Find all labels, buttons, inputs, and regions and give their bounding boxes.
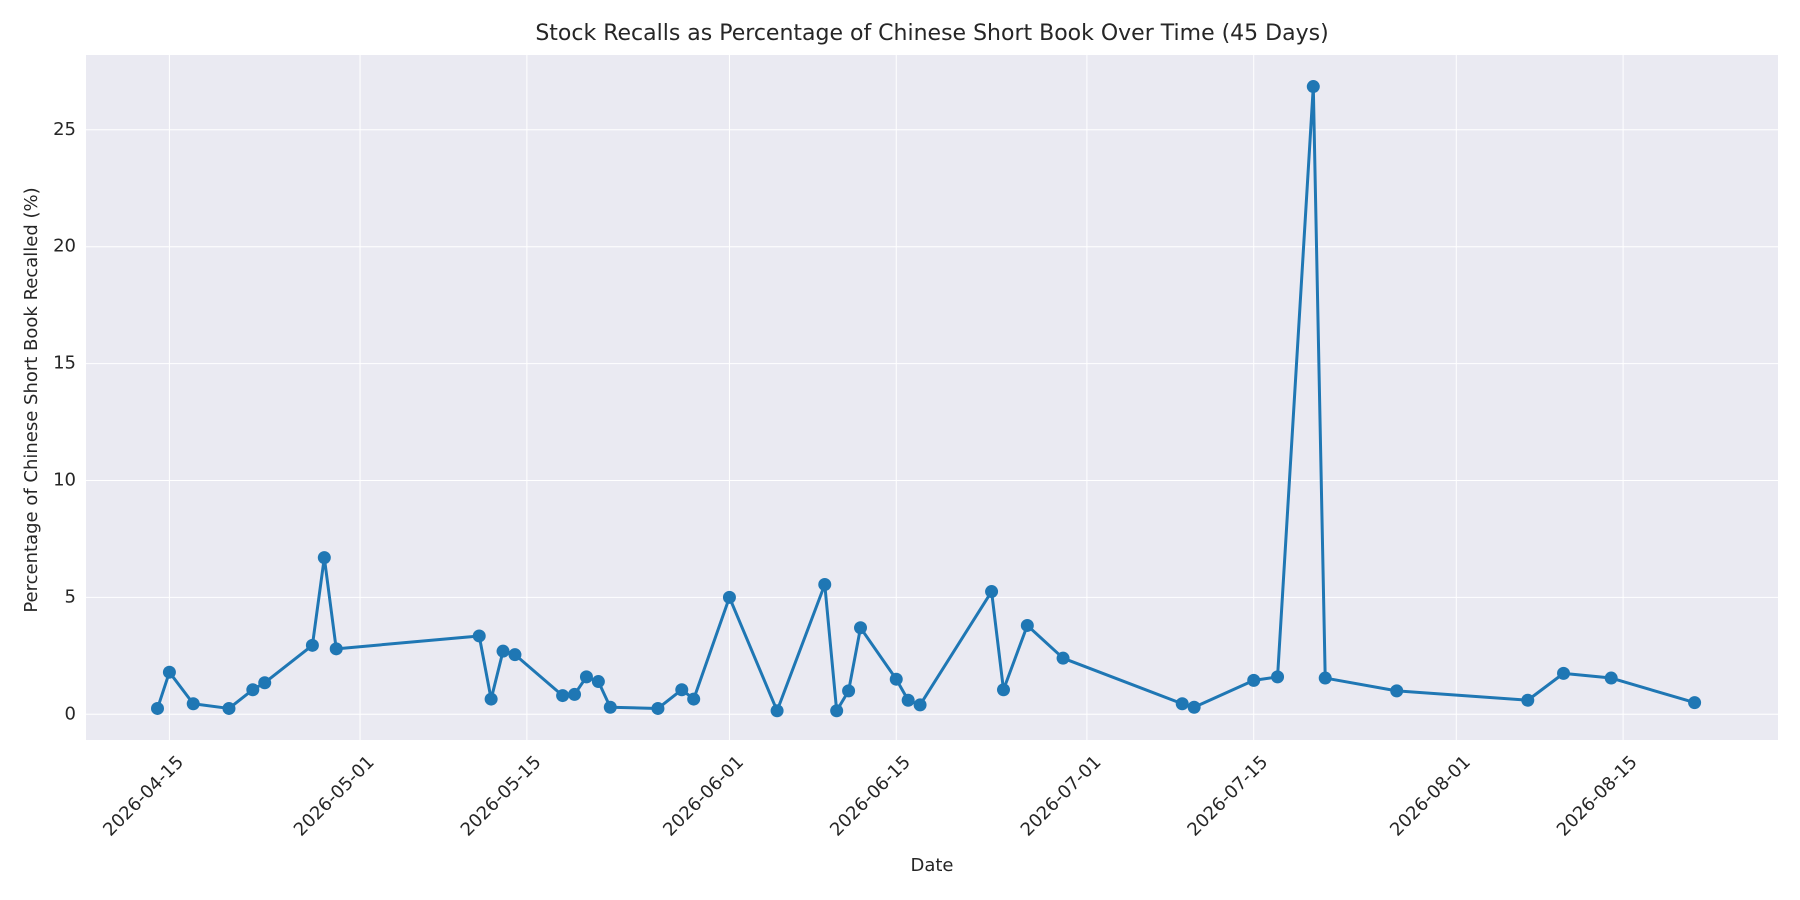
x-tick-label: 2026-08-01 [1386,752,1475,841]
y-tick-label: 10 [53,469,76,490]
x-tick-label: 2026-08-15 [1553,752,1642,841]
point [150,701,164,715]
x-axis-label: Date [910,855,953,876]
point [1604,671,1618,685]
point [508,648,522,662]
x-tick-label: 2026-05-15 [457,752,546,841]
point [472,629,486,643]
x-tick-label: 2026-05-01 [290,752,379,841]
chart-title: Stock Recalls as Percentage of Chinese S… [535,21,1328,46]
x-tick-label: 2026-07-15 [1183,752,1272,841]
point [603,700,617,714]
point [162,665,176,679]
point [329,642,343,656]
point [722,590,736,604]
y-tick-label: 5 [65,586,76,607]
y-tick-label: 20 [53,236,76,257]
point [1187,700,1201,714]
point [1056,651,1070,665]
point [651,701,665,715]
point [317,551,331,565]
point [1688,696,1702,710]
point [675,683,689,697]
point [818,578,832,592]
point [579,670,593,684]
point [830,704,844,718]
point [996,683,1010,697]
point [1557,666,1571,680]
point [842,684,856,698]
point [1247,673,1261,687]
y-tick-label: 0 [65,703,76,724]
point [1306,80,1320,94]
point [687,692,701,706]
point [889,672,903,686]
y-tick-label: 15 [53,353,76,374]
point [568,687,582,701]
point [1318,671,1332,685]
point [246,683,260,697]
point [1175,697,1189,711]
point [854,621,868,635]
point [1390,684,1404,698]
y-tick-label: 25 [53,119,76,140]
x-tick-label: 2026-06-15 [826,752,915,841]
x-tick-label: 2026-06-01 [659,752,748,841]
point [913,698,927,712]
point [186,697,200,711]
x-tick-label: 2026-07-01 [1017,752,1106,841]
y-axis-label: Percentage of Chinese Short Book Recalle… [21,187,42,612]
point [1521,693,1535,707]
point [222,701,236,715]
point [901,693,915,707]
plot-area [86,55,1778,740]
point [305,638,319,652]
point [1020,618,1034,632]
point [556,689,570,703]
point [1271,670,1285,684]
point [591,675,605,689]
point [770,704,784,718]
point [496,644,510,658]
x-tick-label: 2026-04-15 [99,752,188,841]
point [484,692,498,706]
point [985,585,999,599]
point [258,676,272,690]
